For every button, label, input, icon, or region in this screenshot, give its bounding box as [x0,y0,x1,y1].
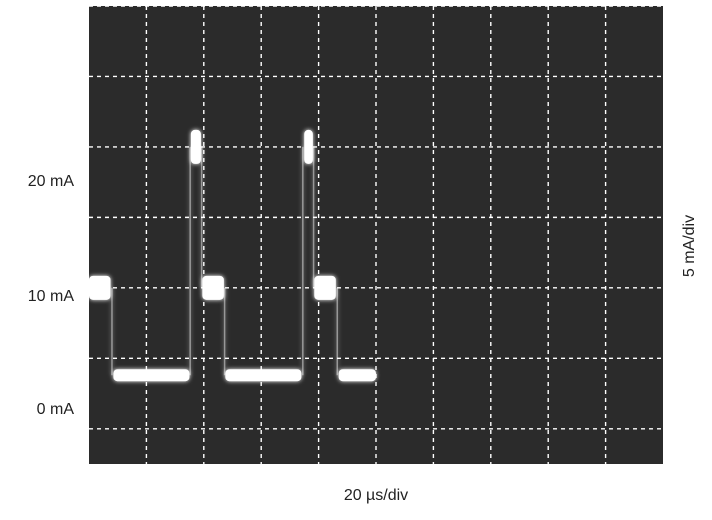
y-tick-label-0ma: 0 mA [36,401,74,418]
trace-segment [190,129,201,164]
y-scale-label: 5 mA/div [681,214,698,278]
trace-segment [113,369,190,382]
trace-segment [338,369,376,382]
trace-segment [314,275,336,300]
x-scale-label: 20 µs/div [343,487,409,504]
y-tick-label-10ma: 10 mA [27,288,74,305]
y-tick-label-20ma: 20 mA [27,173,74,190]
current-trace [89,129,376,382]
trace-segment [225,369,302,382]
scope-screen [89,6,663,464]
trace-segment [304,129,313,164]
trace-segment [89,275,111,300]
trace-segment [202,275,224,300]
